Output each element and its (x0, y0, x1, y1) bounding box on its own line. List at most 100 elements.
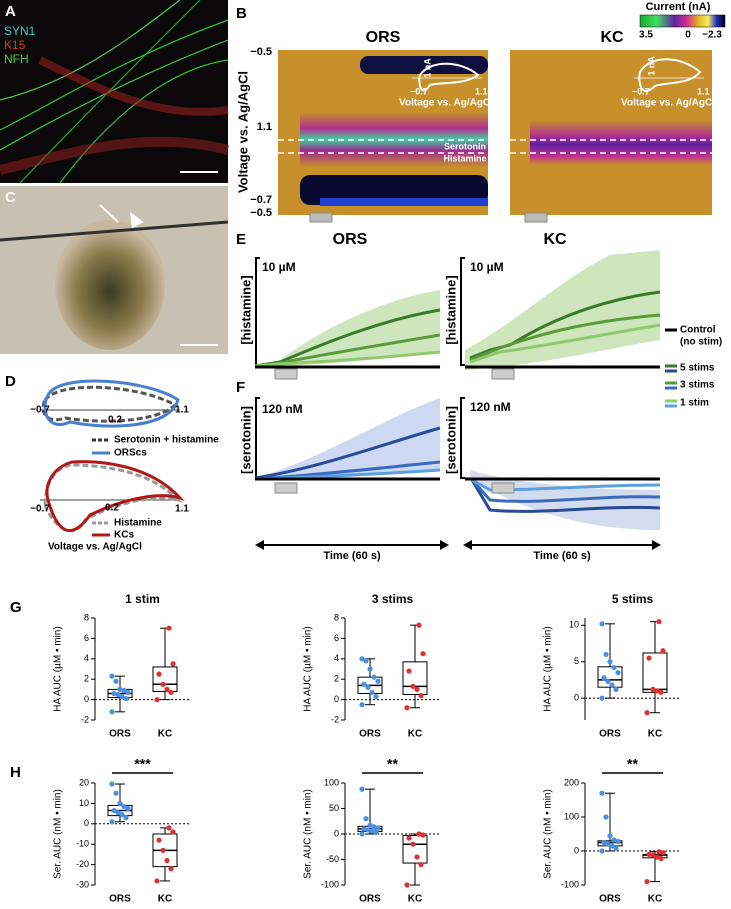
data-point (166, 825, 172, 831)
data-point (166, 625, 172, 631)
y-tick-label: 5 (574, 656, 579, 666)
data-point (656, 849, 662, 855)
data-point (613, 686, 619, 693)
tick: −0.7 (30, 405, 50, 416)
legend-label: 1 stim (680, 398, 709, 409)
inset-scale: 1 nA (422, 58, 432, 78)
data-point (416, 831, 422, 837)
trace (254, 426, 441, 480)
inset-tick: −0.7 (632, 86, 650, 96)
data-point (367, 666, 373, 672)
x-tick-label: KC (648, 729, 662, 740)
chart-title: 5 stims (612, 592, 654, 606)
axis-label: [serotonin] (238, 406, 253, 474)
data-point (123, 695, 129, 702)
x-tick-label: KC (158, 894, 172, 905)
axis-label: [histamine] (238, 275, 253, 344)
y-tick-label: 0 (334, 694, 339, 704)
data-point (615, 670, 621, 676)
y-tick-label: -30 (76, 879, 89, 889)
chart-title: 1 stim (125, 592, 160, 606)
data-point (418, 692, 424, 699)
scale-label: 10 µM (262, 260, 296, 274)
data-point (117, 800, 123, 807)
data-point (170, 829, 176, 835)
legend-label: ORScs (114, 448, 147, 459)
tick: −0.5 (250, 207, 272, 219)
data-point (644, 710, 650, 716)
data-point (113, 678, 119, 684)
tick: 1.1 (257, 121, 272, 133)
map-title: ORS (366, 29, 401, 46)
inset-label: Voltage vs. Ag/AgCl (399, 98, 493, 109)
box (152, 666, 178, 692)
y-axis-label: HA AUC (µM • min) (53, 626, 64, 711)
data-point (154, 697, 160, 703)
trace (469, 323, 661, 364)
error-band (465, 250, 660, 370)
scale-bracket (255, 397, 260, 479)
data-point (115, 691, 121, 698)
inset-tick: 1.1 (475, 86, 488, 96)
data-point (373, 829, 379, 836)
data-point (611, 837, 617, 843)
data-point (359, 656, 365, 662)
heatmap-band (320, 198, 488, 206)
data-point (156, 837, 162, 843)
axis-label: Voltage vs. Ag/AgCl (235, 71, 250, 193)
stim-bar (274, 368, 298, 380)
data-point (109, 673, 115, 679)
y-tick-label: -2 (331, 714, 339, 724)
column-title: KC (543, 231, 567, 248)
inset-cv (418, 62, 480, 92)
analyte-label: Serotonin (444, 141, 486, 151)
data-point (121, 803, 127, 810)
y-tick-label: 0 (84, 694, 89, 704)
tick: 0.2 (105, 503, 119, 514)
data-point (361, 826, 367, 832)
data-point (605, 678, 611, 684)
panel-label: C (5, 189, 16, 206)
y-axis-label: HA AUC (µM • min) (543, 626, 554, 711)
time-label: Time (60 s) (323, 550, 381, 562)
y-tick-label: -100 (561, 879, 579, 889)
panel-label: G (10, 599, 22, 616)
legend-label: 3 stims (680, 380, 715, 391)
y-tick-label: -2 (81, 714, 89, 724)
trace (254, 350, 441, 368)
data-point (611, 664, 617, 671)
analyte-label: Histamine (443, 153, 486, 163)
data-point (119, 812, 125, 818)
stim-bar (309, 212, 333, 223)
y-tick-label: -20 (76, 859, 89, 869)
data-point (646, 655, 652, 661)
data-point (121, 687, 127, 694)
data-point (365, 684, 371, 690)
tick: −0.7 (250, 194, 272, 206)
data-point (115, 809, 121, 816)
data-point (599, 621, 605, 627)
data-point (603, 651, 609, 658)
data-point (371, 824, 377, 830)
cv-trace (45, 460, 185, 533)
inset-tick: −0.7 (410, 86, 428, 96)
data-point (607, 833, 613, 839)
axis-label: [serotonin] (443, 406, 458, 474)
data-point (111, 690, 117, 697)
data-point (371, 674, 377, 680)
trace (469, 313, 661, 362)
data-point (365, 827, 371, 833)
data-point (404, 882, 410, 888)
inset-tick: 1.1 (697, 86, 710, 96)
data-point (168, 866, 174, 872)
hair-follicle (55, 220, 165, 350)
data-point (164, 857, 170, 864)
heatmap-band (360, 56, 488, 74)
y-tick-label: 10 (569, 620, 579, 630)
data-point (601, 675, 607, 681)
cv-trace (43, 463, 183, 533)
stain: SYN1 (4, 24, 36, 38)
inset-scale: 1 nA (646, 56, 656, 76)
heatmap-band (530, 120, 712, 165)
heatmap-band (300, 175, 488, 205)
